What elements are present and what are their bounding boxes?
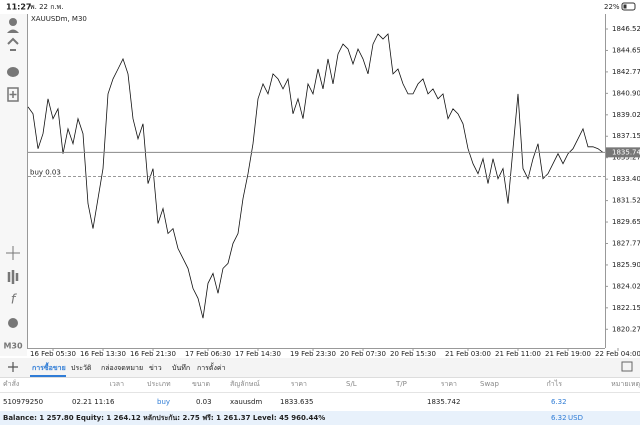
account-summary: Balance: 1 257.80 Equity: 1 264.12 หลักป…: [3, 414, 325, 422]
x-tick-label: 20 Feb 15:30: [390, 350, 436, 358]
column-header: ราคา: [441, 380, 457, 388]
column-header: สัญลักษณ์: [230, 380, 260, 388]
bid-label: 1835.742: [612, 148, 640, 156]
y-tick-label: 1829.650: [612, 218, 640, 226]
footer-profit: 6.32: [551, 414, 567, 422]
tab[interactable]: กล่องจดหมาย: [101, 364, 143, 372]
trade-icon[interactable]: [7, 37, 19, 51]
y-tick-label: 1825.900: [612, 261, 640, 269]
battery-fill: [623, 4, 627, 9]
y-tick-label: 1824.025: [612, 282, 640, 290]
add-button[interactable]: [8, 362, 18, 372]
y-tick-label: 1840.900: [612, 89, 640, 97]
x-tick-label: 16 Feb 21:30: [130, 350, 176, 358]
candles-icon[interactable]: [7, 270, 19, 284]
chart-symbol: XAUUSDm, M30: [31, 15, 87, 23]
tab[interactable]: การซื้อขาย: [32, 361, 66, 372]
bid-label-box: [606, 147, 640, 158]
x-tick-label: 17 Feb 06:30: [185, 350, 231, 358]
price-line: [27, 33, 604, 319]
tab[interactable]: บันทึก: [172, 363, 190, 372]
y-tick-label: 1822.150: [612, 304, 640, 312]
objects-icon[interactable]: [8, 318, 18, 328]
column-header: คำสั่ง: [3, 379, 19, 388]
y-tick-label: 1827.775: [612, 239, 640, 247]
status-time: 11:27: [6, 3, 31, 12]
column-header: S/L: [346, 380, 357, 388]
x-tick-label: 21 Feb 11:00: [495, 350, 541, 358]
column-header: T/P: [395, 380, 407, 388]
tabs: การซื้อขาย ประวัติ กล่องจดหมาย ข่าว บันทึก กา…: [30, 361, 226, 377]
column-header: หมายเหตุ: [611, 380, 640, 388]
column-header: Swap: [480, 380, 499, 388]
account-icon[interactable]: [9, 18, 17, 26]
y-tick-label: 1833.400: [612, 175, 640, 183]
cell-type: buy: [157, 398, 170, 406]
column-header: ขนาด: [192, 380, 210, 388]
y-tick-label: 1846.525: [612, 25, 640, 33]
cell-open-price: 1833.635: [280, 398, 313, 406]
x-tick-label: 20 Feb 07:30: [340, 350, 386, 358]
tab[interactable]: ประวัติ: [71, 364, 92, 372]
status-date: พ. 22 ก.พ.: [30, 3, 64, 11]
add-doc-icon[interactable]: [7, 87, 19, 102]
y-tick-label: 1839.025: [612, 111, 640, 119]
timeframe[interactable]: M30: [3, 342, 23, 351]
layout-icon[interactable]: [621, 361, 633, 372]
footer-bar: [0, 411, 640, 425]
tab[interactable]: ข่าว: [149, 364, 162, 372]
y-tick-label: 1831.525: [612, 197, 640, 205]
x-tick-label: 17 Feb 14:30: [235, 350, 281, 358]
footer-currency: USD: [568, 414, 583, 422]
x-tick-label: 19 Feb 23:30: [290, 350, 336, 358]
x-tick-label: 22 Feb 04:00: [595, 350, 640, 358]
x-tick-label: 21 Feb 19:00: [545, 350, 591, 358]
y-tick-label: 1844.650: [612, 46, 640, 54]
order-line-label: buy 0.03: [30, 168, 61, 176]
y-tick-label: 1842.775: [612, 68, 640, 76]
column-header: กำไร: [547, 379, 563, 388]
cell-profit: 6.32: [551, 398, 567, 406]
y-tick-label: 1837.150: [612, 132, 640, 140]
add-doc-plus: [9, 91, 17, 98]
column-header: ราคา: [291, 380, 307, 388]
account-icon-body: [7, 29, 19, 33]
battery-icon: [621, 2, 636, 11]
y-tick-label: 1820.275: [612, 325, 640, 333]
y-tick-label: 1835.275: [612, 154, 640, 162]
tab[interactable]: การตั้งค่า: [197, 361, 226, 372]
tab-bar: [0, 358, 640, 377]
cell-current-price: 1835.742: [427, 398, 460, 406]
chat-icon[interactable]: [7, 67, 19, 77]
chart: 1846.525 1844.650 1842.775 1840.900 1839.025…: [27, 25, 640, 358]
indicator-icon[interactable]: f: [11, 293, 18, 308]
column-header: เวลา: [109, 380, 124, 388]
cell-order: 510979250: [3, 398, 43, 406]
cell-symbol: xauusdm: [230, 398, 262, 406]
cell-time: 02.21 11:16: [72, 398, 115, 406]
column-header: ประเภท: [147, 380, 171, 388]
battery-level: 22%: [604, 3, 620, 11]
crosshair-icon[interactable]: [6, 246, 20, 260]
positions-table: คำสั่ง เวลา ประเภท ขนาด สัญลักษณ์ ราคา S/L T/P ร…: [0, 379, 640, 406]
x-tick-label: 21 Feb 03:00: [445, 350, 491, 358]
x-tick-label: 16 Feb 05:30: [30, 350, 76, 358]
x-tick-label: 16 Feb 13:30: [80, 350, 126, 358]
cell-size: 0.03: [196, 398, 212, 406]
